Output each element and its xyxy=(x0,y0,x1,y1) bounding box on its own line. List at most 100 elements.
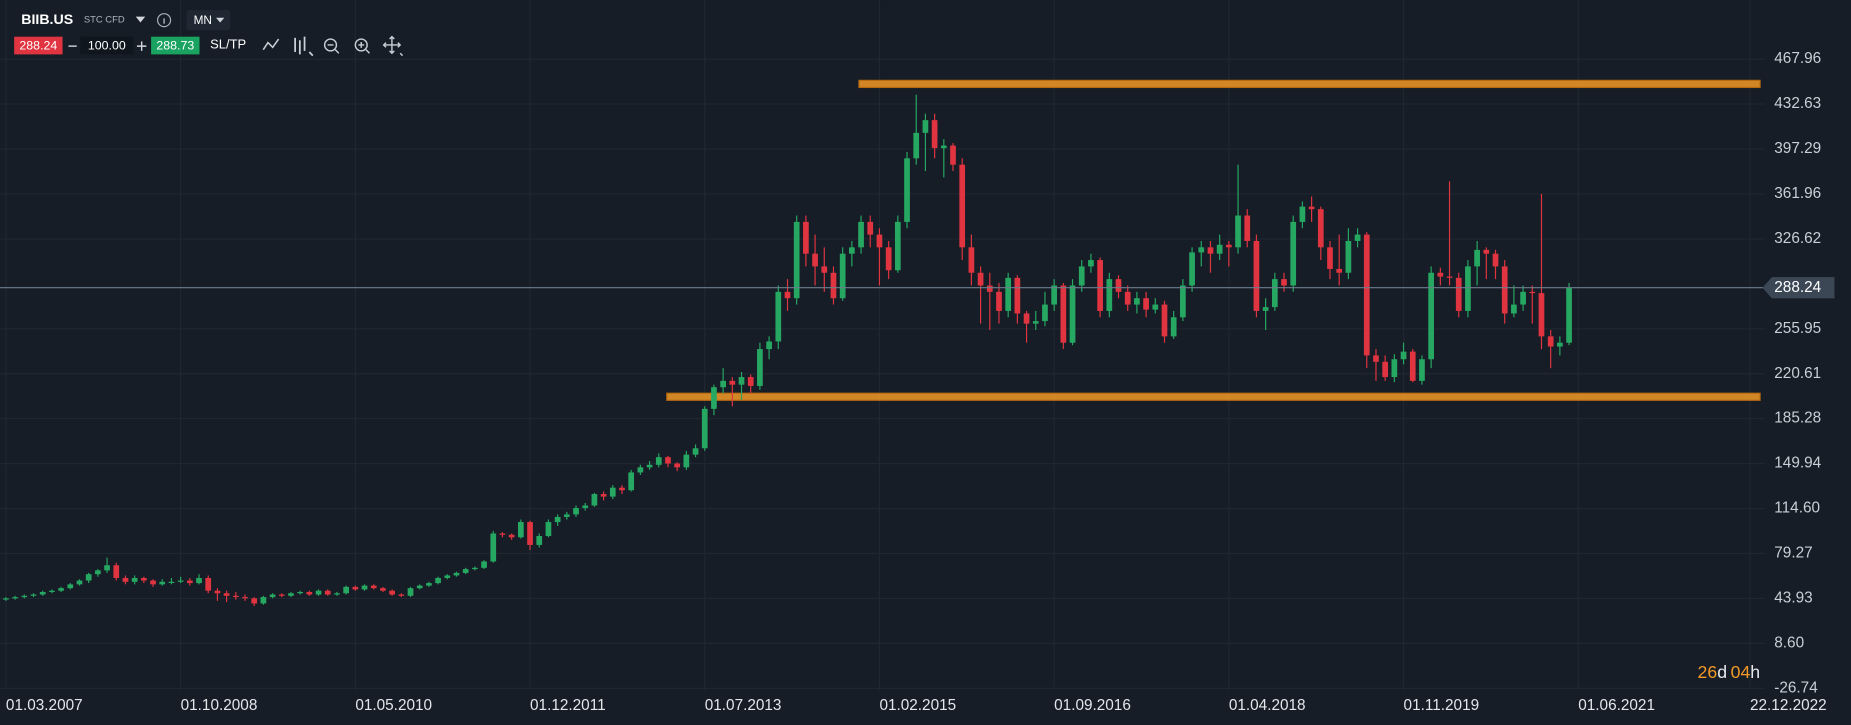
candle-body xyxy=(278,594,285,596)
candle-body xyxy=(361,585,368,590)
candle-body xyxy=(885,247,892,271)
symbol[interactable]: BIIB.US xyxy=(21,12,73,28)
candle-body xyxy=(619,487,625,491)
candle-body xyxy=(1474,249,1480,267)
volume-plus[interactable] xyxy=(136,41,147,51)
candle-body xyxy=(720,380,726,388)
candle-body xyxy=(39,591,46,595)
candle-body xyxy=(1262,307,1269,311)
candle-body xyxy=(1566,287,1572,343)
candle-body xyxy=(1032,321,1039,324)
candle-body xyxy=(1115,279,1122,292)
candle-body xyxy=(177,580,184,582)
candle-body xyxy=(793,221,800,299)
symbol-dropdown[interactable] xyxy=(135,16,146,23)
candle-body xyxy=(867,221,874,235)
info-icon[interactable] xyxy=(157,13,172,28)
candle-body xyxy=(1492,253,1499,267)
x-tick-label: 22.12.2022 xyxy=(1750,697,1827,714)
candle-body xyxy=(288,593,294,596)
candle-body xyxy=(1078,266,1085,286)
candle-body xyxy=(894,221,901,271)
candle-body xyxy=(839,253,846,299)
sltp-button[interactable]: SL/TP xyxy=(210,36,246,51)
candle-body xyxy=(1428,272,1434,360)
candle-body xyxy=(1336,268,1343,273)
candle-body xyxy=(389,590,395,595)
candle-body xyxy=(950,145,956,165)
candle-body xyxy=(1143,298,1149,310)
plot-area xyxy=(0,0,1765,691)
candle-body xyxy=(435,577,441,584)
countdown-days: 26 xyxy=(1698,662,1718,682)
candle-body xyxy=(931,120,938,149)
candle-body xyxy=(297,591,304,594)
y-tick-label: 397.29 xyxy=(1774,140,1821,157)
candle-body xyxy=(1520,291,1526,305)
candle-body xyxy=(830,272,837,299)
candle-body xyxy=(674,463,681,468)
buy-button[interactable] xyxy=(151,36,200,55)
y-tick-label: 255.95 xyxy=(1774,320,1821,337)
candle-body xyxy=(1419,359,1425,381)
candle-body xyxy=(1354,234,1361,241)
candle-body xyxy=(766,341,772,350)
candle-countdown: 26d 04h xyxy=(1698,662,1761,682)
candle-body xyxy=(600,494,607,497)
candle-body xyxy=(1244,215,1251,241)
sell-button[interactable] xyxy=(14,36,63,55)
x-tick-label: 01.07.2013 xyxy=(705,697,782,714)
indicators-icon[interactable] xyxy=(294,36,314,57)
y-tick-label: -26.74 xyxy=(1774,679,1818,696)
volume-input[interactable] xyxy=(80,36,134,55)
x-tick-label: 01.10.2008 xyxy=(181,697,258,714)
candle-body xyxy=(95,570,101,575)
candle-body xyxy=(554,516,561,523)
zoom-in-glyph xyxy=(358,41,370,54)
candle-body xyxy=(315,590,322,595)
zoom-in-icon[interactable] xyxy=(354,38,368,52)
candle-body xyxy=(1161,304,1168,337)
x-tick-label: 01.02.2015 xyxy=(879,697,956,714)
volume: 100.00 xyxy=(88,38,126,52)
chart-type-icon[interactable] xyxy=(262,38,280,51)
candle-body xyxy=(1483,249,1490,254)
candle-body xyxy=(1363,234,1370,356)
candle-body xyxy=(1189,252,1195,286)
candle-body xyxy=(563,514,570,517)
candle-body xyxy=(527,522,533,545)
candle-body xyxy=(977,272,984,286)
current-price-label: 288.24 xyxy=(1774,279,1821,296)
candle-body xyxy=(729,380,736,385)
candle-body xyxy=(701,408,708,449)
candle-body xyxy=(1170,317,1177,337)
timeframe-box[interactable] xyxy=(186,10,231,31)
candle-body xyxy=(306,591,313,595)
candle-body xyxy=(637,467,644,473)
candle-body xyxy=(1088,260,1094,267)
buy-price: 288.73 xyxy=(156,38,194,52)
pan-icon[interactable] xyxy=(382,35,404,57)
candle-body xyxy=(1198,247,1205,253)
candle-body xyxy=(334,593,340,595)
instrument-type: STC CFD xyxy=(84,15,125,26)
candle-body xyxy=(426,583,432,586)
candle-body xyxy=(1253,240,1260,311)
candle-body xyxy=(269,594,276,598)
countdown-hours: 04 xyxy=(1731,662,1751,682)
candle-body xyxy=(113,565,120,578)
candle-body xyxy=(1437,272,1444,277)
candle-body xyxy=(499,533,506,535)
candle-body xyxy=(1226,244,1232,248)
candle-body xyxy=(1382,361,1389,378)
candle-body xyxy=(30,594,37,596)
candle-body xyxy=(380,588,386,591)
timeframe-dropdown xyxy=(216,17,225,23)
candle-body xyxy=(352,586,359,590)
y-tick-label: 79.27 xyxy=(1774,545,1812,562)
zoom-out-icon[interactable] xyxy=(323,38,338,52)
candle-body xyxy=(1042,304,1048,322)
